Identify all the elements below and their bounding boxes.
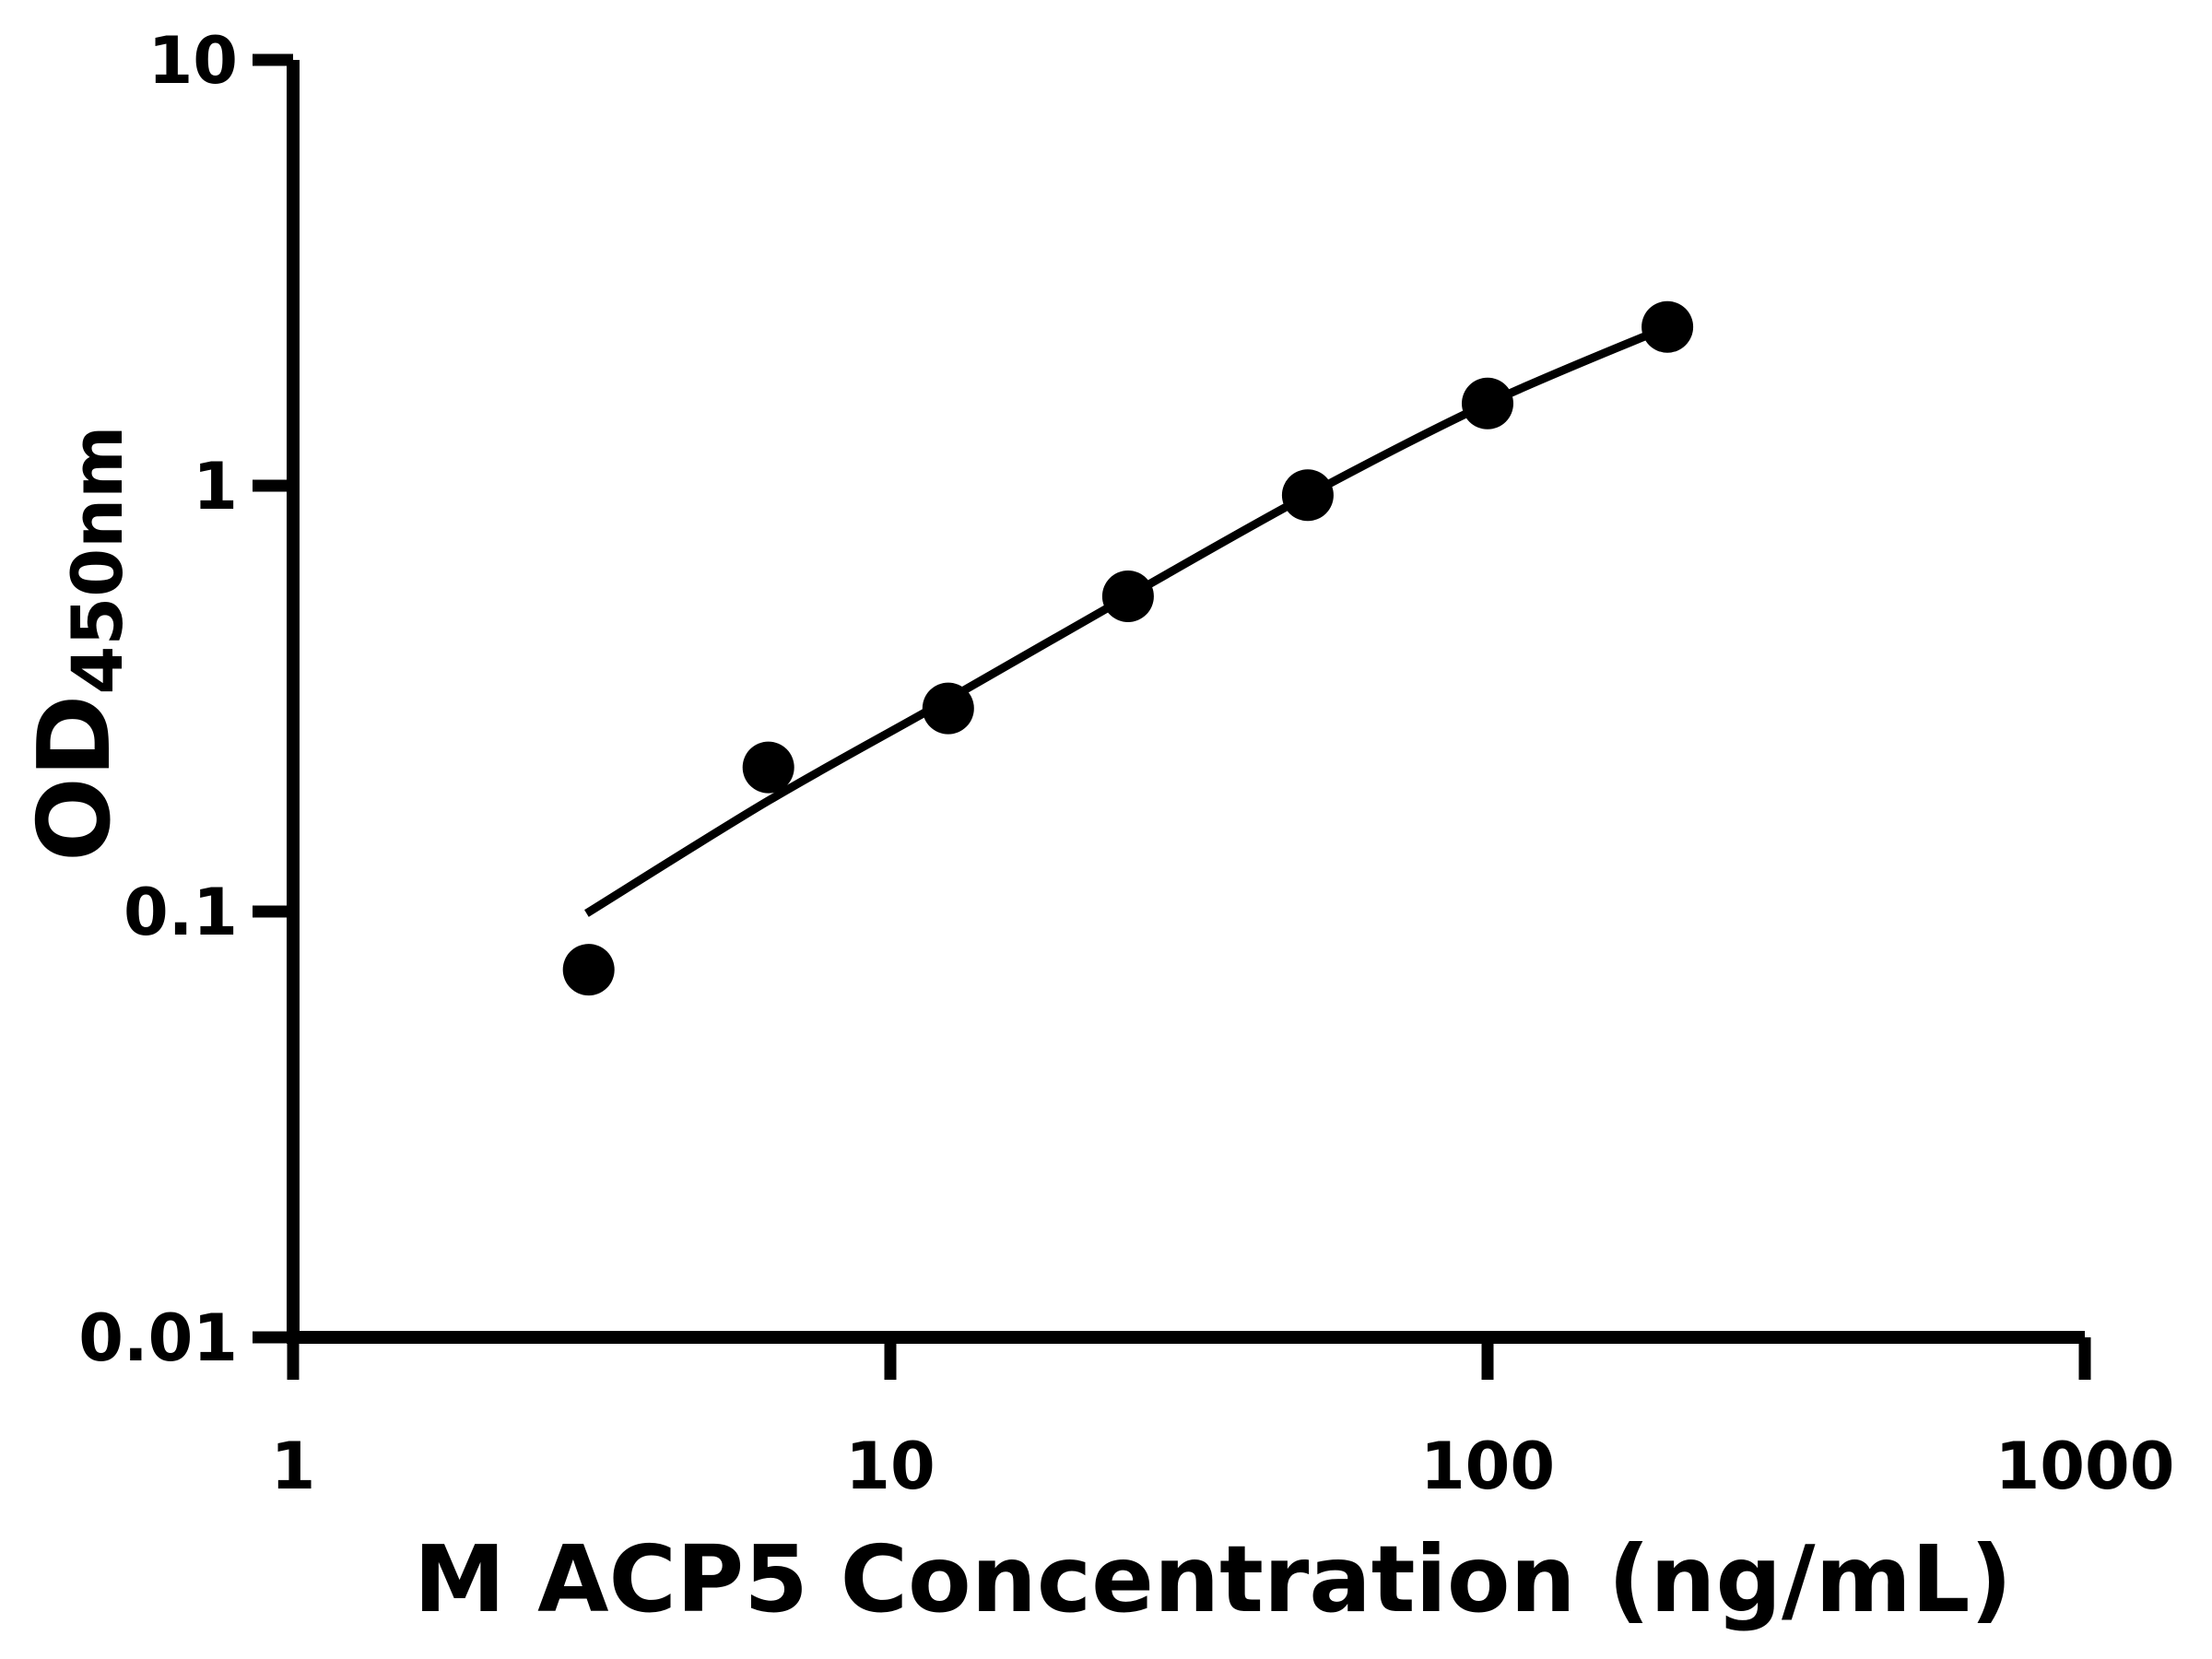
axes: 10 1 0.1 0.01 1 10 100 1000 (78, 23, 2174, 1504)
data-series (562, 300, 1694, 996)
y-axis-title-main: OD (18, 695, 133, 862)
data-point (922, 682, 974, 735)
axis-spine (287, 60, 2085, 1344)
x-tick-label: 1000 (1995, 1429, 2175, 1504)
y-tick-label: 1 (193, 449, 238, 524)
y-axis-title-sub: 450nm (56, 426, 138, 695)
x-tick-label: 1 (271, 1429, 316, 1504)
x-axis-title: M ACP5 Concentration (ng/mL) (414, 1525, 2012, 1633)
y-tick-label: 0.01 (78, 1300, 238, 1376)
y-axis-title: OD450nm (18, 426, 138, 862)
data-point (1641, 300, 1694, 353)
data-point (562, 944, 615, 996)
data-point (1462, 377, 1513, 429)
data-point (742, 741, 794, 794)
data-point (1101, 571, 1154, 622)
data-point (1281, 469, 1334, 522)
x-tick-label: 10 (845, 1429, 935, 1504)
y-tick-label: 0.1 (124, 875, 238, 950)
y-tick-label: 10 (148, 23, 238, 99)
x-tick-label: 100 (1420, 1429, 1555, 1504)
